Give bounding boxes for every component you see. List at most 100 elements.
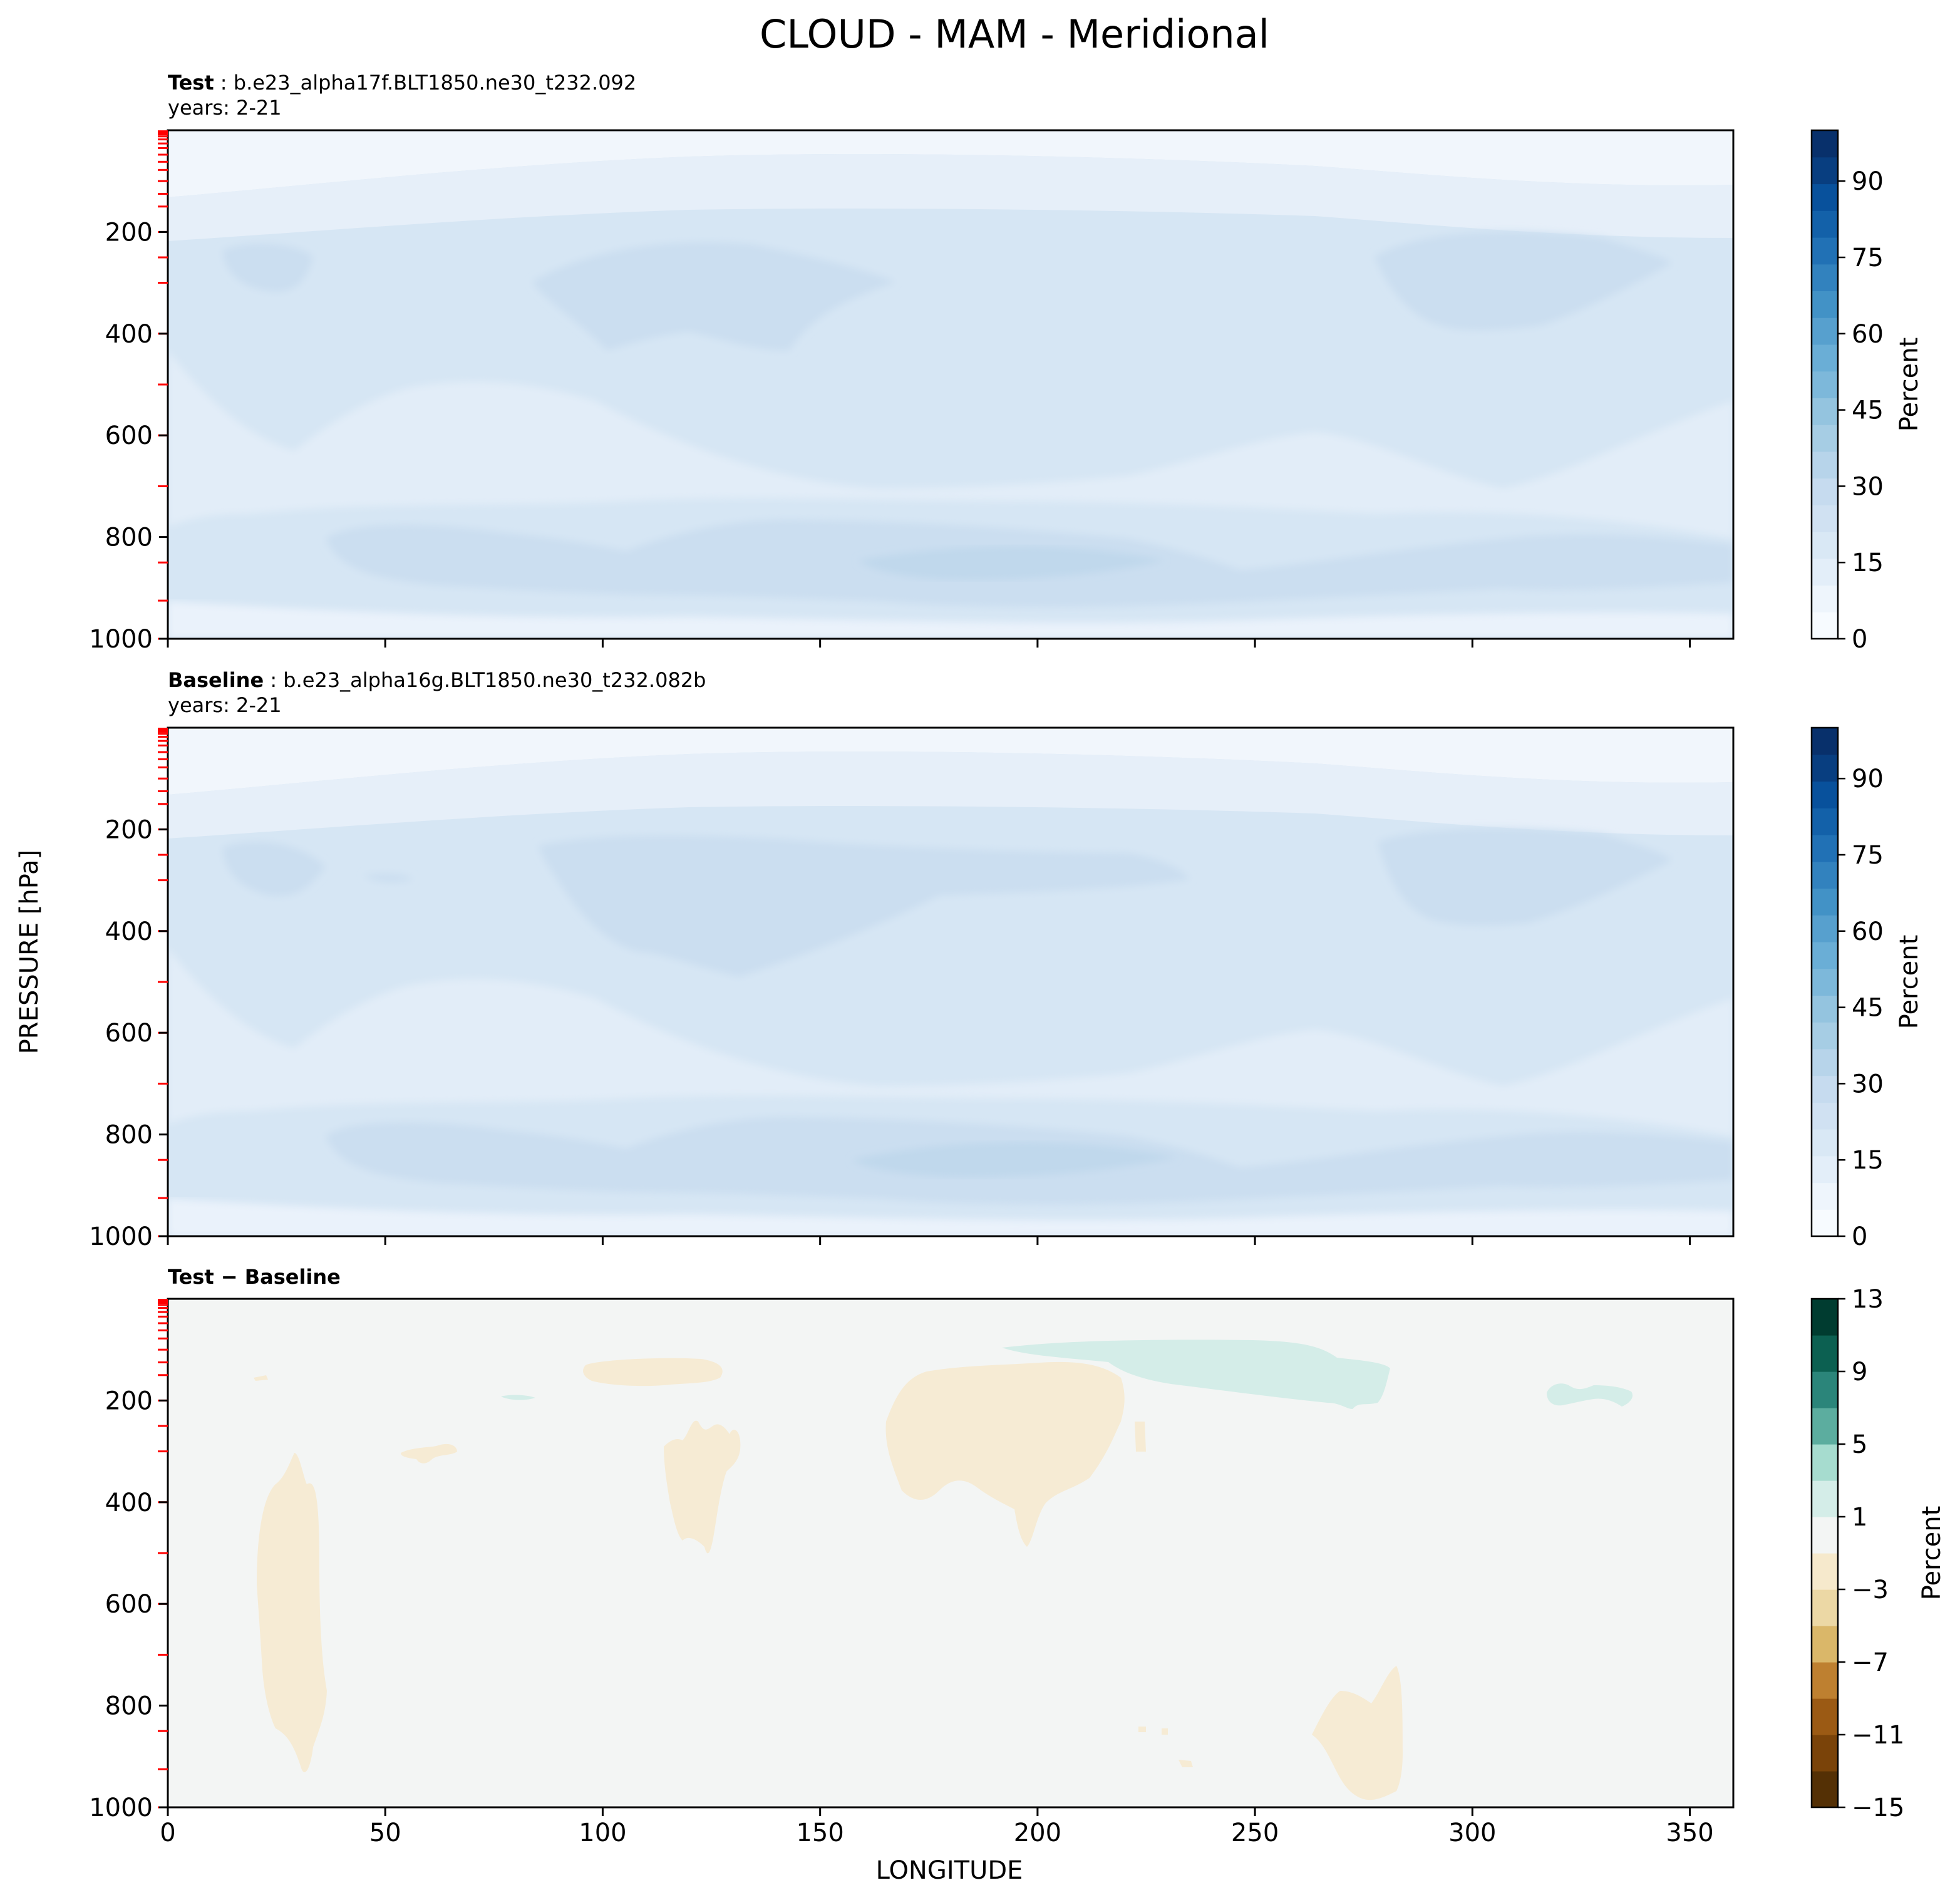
colorbar-tick-label: −7 — [1852, 1648, 1889, 1677]
panel-baseline-annotation: Baseline : b.e23_alpha16g.BLT1850.ne30_t… — [168, 668, 706, 692]
colorbar-swatch — [1812, 1182, 1838, 1210]
panel-test-label: Test — [168, 71, 214, 95]
colorbar-swatch — [1812, 505, 1838, 532]
colorbar-tick-label: 75 — [1852, 244, 1884, 272]
colorbar-swatch — [1812, 1155, 1838, 1184]
colorbar-swatch — [1812, 1299, 1838, 1336]
colorbar-swatch — [1812, 157, 1838, 185]
x-tick-label: 150 — [796, 1819, 843, 1847]
colorbar-swatch — [1812, 451, 1838, 479]
diff-negative-region — [885, 1361, 1125, 1547]
diff-positive-region — [501, 1395, 535, 1400]
y-tick-label: 400 — [105, 917, 153, 946]
colorbar-tick-label: 90 — [1852, 167, 1884, 196]
panel-test-level-ticks — [158, 130, 168, 640]
colorbar-label: Percent — [1895, 935, 1924, 1030]
contour-band-upper-transition — [168, 153, 1733, 241]
figure-title: CLOUD - MAM - Meridional — [760, 11, 1269, 57]
colorbar-swatch — [1812, 915, 1838, 942]
colorbar-tick-label: 0 — [1852, 1222, 1867, 1251]
x-tick-label: 350 — [1666, 1819, 1713, 1847]
diff-negative-region — [1138, 1727, 1168, 1735]
colorbar-frame — [1810, 129, 1839, 640]
diff-positive-region — [1002, 1340, 1390, 1409]
panel-baseline-axes: 200 400 600 800 1000 — [89, 815, 1691, 1251]
contour-band-cloud-core — [222, 828, 1733, 1205]
y-tick-label: 600 — [105, 421, 153, 450]
x-tick-label: 300 — [1448, 1819, 1496, 1847]
y-axis-label: PRESSURE [hPa] — [15, 850, 44, 1054]
contour-band-low-cloud-max — [852, 1142, 1177, 1178]
colorbar-frame — [1810, 726, 1839, 1237]
contour-band-upper-stratosphere — [168, 728, 1733, 795]
colorbar-swatch — [1812, 1371, 1838, 1408]
contour-band-cloud-core — [222, 232, 1733, 607]
panel-baseline-years: years: 2-21 — [168, 693, 282, 717]
panel-baseline-case: b.e23_alpha16g.BLT1850.ne30_t232.082b — [283, 668, 706, 692]
panel-test-annotation: Test : b.e23_alpha17f.BLT1850.ne30_t232.… — [168, 71, 636, 95]
diff-negative-region — [401, 1443, 457, 1464]
colorbar-swatch — [1812, 532, 1838, 559]
colorbar-swatch — [1812, 1048, 1838, 1076]
panel-baseline: Baseline : b.e23_alpha16g.BLT1850.ne30_t… — [89, 668, 1924, 1251]
colorbar-tick-label: −11 — [1852, 1721, 1904, 1750]
panel-difference-contours — [168, 1299, 1733, 1807]
panel-test-case: b.e23_alpha17f.BLT1850.ne30_t232.092 — [234, 71, 637, 95]
panel-difference-axes: 0 50 100 150 200 250 300 350 200 400 600 800 1000 — [89, 1386, 1714, 1847]
y-tick-label: 200 — [105, 815, 153, 844]
colorbar-tick-label: 15 — [1852, 1146, 1884, 1175]
colorbar-swatch — [1812, 728, 1838, 755]
colorbar-tick-label: 15 — [1852, 549, 1884, 577]
colorbar-swatch — [1812, 130, 1838, 158]
colorbar-swatch — [1812, 1662, 1838, 1699]
panel-difference-level-ticks — [158, 1299, 168, 1809]
x-tick-label: 50 — [369, 1819, 401, 1847]
diff-negative-region — [1135, 1422, 1146, 1452]
colorbar-swatch — [1812, 1589, 1838, 1626]
colorbar-tick-label: 45 — [1852, 994, 1884, 1023]
contour-band-upper-transition — [168, 751, 1733, 839]
diff-negative-regions — [254, 1358, 1403, 1800]
y-tick-label: 800 — [105, 1121, 153, 1150]
panel-baseline-contours — [168, 728, 1733, 1236]
colorbar-swatch — [1812, 612, 1838, 639]
colorbar-swatch — [1812, 558, 1838, 586]
diff-negative-region — [664, 1420, 741, 1554]
panel-difference: Test − Baseline 0 50 100 1 5 — [89, 1265, 1946, 1847]
contour-band-upper-stratosphere — [168, 130, 1733, 197]
colorbar-swatch — [1812, 834, 1838, 862]
colorbar-tick-label: −3 — [1852, 1576, 1889, 1604]
colorbar-tick-label: 60 — [1852, 917, 1884, 946]
colorbar-tick-label: 60 — [1852, 320, 1884, 349]
y-tick-label: 400 — [105, 320, 153, 349]
colorbar-swatch — [1812, 1553, 1838, 1590]
colorbar-tick-label: 1 — [1852, 1503, 1867, 1532]
colorbar-tick-label: −15 — [1852, 1794, 1904, 1822]
y-tick-label: 200 — [105, 218, 153, 247]
colorbar-swatch — [1812, 1335, 1838, 1372]
x-tick-label: 100 — [579, 1819, 626, 1847]
panel-difference-colorbar: 13 9 5 1 −3 −7 −11 −15 Percent — [1810, 1285, 1946, 1822]
colorbar-swatch — [1812, 183, 1838, 211]
colorbar-swatch — [1812, 1480, 1838, 1517]
colorbar-swatch — [1812, 344, 1838, 372]
colorbar-swatch — [1812, 398, 1838, 425]
colorbar-tick-label: 90 — [1852, 765, 1884, 793]
contour-band-midlevel — [168, 351, 1733, 539]
colorbar-swatch — [1812, 1771, 1838, 1808]
colorbar-swatch — [1812, 237, 1838, 265]
y-tick-label: 1000 — [89, 1222, 153, 1251]
colorbar-swatch — [1812, 1517, 1838, 1554]
colorbar-swatch — [1812, 1129, 1838, 1157]
diff-negative-region — [254, 1375, 268, 1381]
diff-positive-regions — [501, 1340, 1633, 1409]
diff-negative-region — [1312, 1666, 1403, 1800]
panel-baseline-separator: : — [264, 668, 283, 692]
contour-band-surface — [168, 1199, 1733, 1236]
colorbar-tick-label: 5 — [1852, 1430, 1867, 1459]
panel-test-contours — [168, 130, 1733, 639]
panel-baseline-label: Baseline — [168, 668, 264, 692]
colorbar-swatch — [1812, 318, 1838, 345]
y-tick-label: 400 — [105, 1489, 153, 1517]
colorbar-swatch — [1812, 478, 1838, 505]
